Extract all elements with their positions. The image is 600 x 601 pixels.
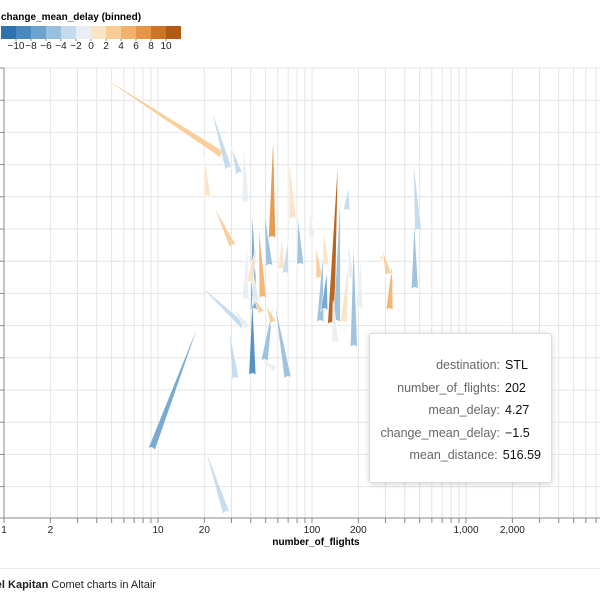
legend-swatch xyxy=(106,26,121,39)
comet-mark[interactable] xyxy=(320,270,329,313)
comet-mark[interactable] xyxy=(147,317,202,453)
comet-mark[interactable] xyxy=(259,358,281,375)
comet-mark[interactable] xyxy=(241,242,250,303)
legend-swatch xyxy=(91,26,106,39)
comet-mark[interactable] xyxy=(241,142,250,206)
legend-tick-label: 2 xyxy=(103,41,109,52)
footer-title[interactable]: Comet charts in Altair xyxy=(51,579,156,591)
legend-swatch xyxy=(16,26,31,39)
comet-mark[interactable] xyxy=(385,261,394,313)
tooltip-row: mean_distance: 516.59 xyxy=(370,444,542,467)
tooltip-key: destination: xyxy=(436,358,500,372)
comet-mark[interactable] xyxy=(288,156,297,222)
tooltip-value: 202 xyxy=(505,380,526,395)
comet-mark[interactable] xyxy=(331,299,340,346)
comet-mark[interactable] xyxy=(253,297,267,317)
comet-mark[interactable] xyxy=(210,106,233,173)
legend-tick-label: −4 xyxy=(55,41,67,52)
comet-mark[interactable] xyxy=(263,211,274,269)
comet-mark[interactable] xyxy=(355,257,364,312)
legend-swatch xyxy=(76,26,91,39)
footer-text: niel Kapitan Comet charts in Altair xyxy=(0,579,156,591)
legend-tick-label: 8 xyxy=(148,41,154,52)
comet-mark[interactable] xyxy=(260,302,274,364)
legend-tick-label: 10 xyxy=(160,41,172,52)
x-tick-label: 10 xyxy=(152,525,164,536)
comet-mark[interactable] xyxy=(228,329,240,382)
legend-swatch xyxy=(136,26,151,39)
legend-swatch xyxy=(151,26,166,39)
x-tick-label: 200 xyxy=(350,525,367,536)
tooltip-row: change_mean_delay: −1.5 xyxy=(370,422,541,445)
comet-mark[interactable] xyxy=(268,132,276,241)
tooltip-key: mean_distance: xyxy=(409,448,498,462)
footer: niel Kapitan Comet charts in Altair xyxy=(0,568,600,601)
comet-mark[interactable] xyxy=(349,239,358,350)
legend-swatch xyxy=(166,26,181,39)
legend-tick-label: −10 xyxy=(8,41,25,52)
legend-swatches xyxy=(1,26,181,39)
tooltip-key: change_mean_delay: xyxy=(380,425,500,440)
x-tick-label: 20 xyxy=(199,525,211,536)
tooltip-value: −1.5 xyxy=(505,425,530,440)
comet-mark[interactable] xyxy=(197,282,249,331)
x-tick-label: 2,000 xyxy=(500,525,525,536)
tooltip-row: mean_delay: 4.27 xyxy=(370,399,541,422)
comet-mark[interactable] xyxy=(382,249,393,278)
footer-author[interactable]: niel Kapitan xyxy=(0,579,49,591)
legend-title: change_mean_delay (binned) xyxy=(1,12,141,23)
legend-tick-label: 6 xyxy=(133,41,139,52)
comet-marks[interactable] xyxy=(93,70,423,517)
tooltip-key: mean_delay: xyxy=(428,403,500,417)
tooltip-value: 516.59 xyxy=(502,448,541,462)
comet-mark[interactable] xyxy=(308,210,316,241)
comet-mark[interactable] xyxy=(378,254,389,265)
legend-tick-label: −2 xyxy=(70,41,82,52)
legend-swatch xyxy=(121,26,136,39)
x-tick-label: 1 xyxy=(1,525,7,536)
comet-mark[interactable] xyxy=(265,304,278,327)
x-tick-label: 2 xyxy=(48,525,54,536)
tooltip-key: number_of_flights: xyxy=(397,380,500,395)
comet-mark[interactable] xyxy=(339,260,349,326)
comet-mark[interactable] xyxy=(93,70,227,160)
comet-mark[interactable] xyxy=(245,243,258,286)
legend-tick-label: 0 xyxy=(88,41,94,52)
legend-tick-label: −8 xyxy=(25,41,37,52)
tooltip-value: STL xyxy=(505,358,528,372)
legend-swatch xyxy=(31,26,46,39)
tooltip: destination: STL number_of_flights: 202 … xyxy=(369,333,552,483)
tooltip-value: 4.27 xyxy=(505,403,530,417)
comet-mark[interactable] xyxy=(342,185,351,214)
comet-mark[interactable] xyxy=(274,300,292,381)
x-axis: 1 2 10 20 100 200 1,000 2,000 xyxy=(0,517,600,536)
color-legend: change_mean_delay (binned) −10 −8 −6 −4 −2 0 2… xyxy=(1,12,181,52)
legend-swatch xyxy=(1,26,16,39)
comet-mark[interactable] xyxy=(231,146,244,178)
comet-mark[interactable] xyxy=(203,155,212,200)
comet-mark[interactable] xyxy=(296,215,305,268)
x-tick-label: 100 xyxy=(304,525,321,536)
comet-mark[interactable] xyxy=(204,445,231,517)
legend-tick-label: 4 xyxy=(118,41,124,52)
legend-tick-labels: −10 −8 −6 −4 −2 0 2 4 6 8 10 xyxy=(8,39,172,52)
legend-swatch xyxy=(46,26,61,39)
x-tick-label: 1,000 xyxy=(453,525,478,536)
tooltip-row: destination: STL xyxy=(370,354,541,377)
comet-mark[interactable] xyxy=(281,239,290,277)
comet-mark[interactable] xyxy=(213,205,238,250)
comet-mark[interactable] xyxy=(410,220,419,292)
tooltip-row: number_of_flights: 202 xyxy=(370,377,541,400)
legend-tick-label: −6 xyxy=(40,41,52,52)
legend-swatch xyxy=(61,26,76,39)
x-axis-title: number_of_flights xyxy=(272,537,360,548)
comet-mark[interactable] xyxy=(248,295,257,378)
